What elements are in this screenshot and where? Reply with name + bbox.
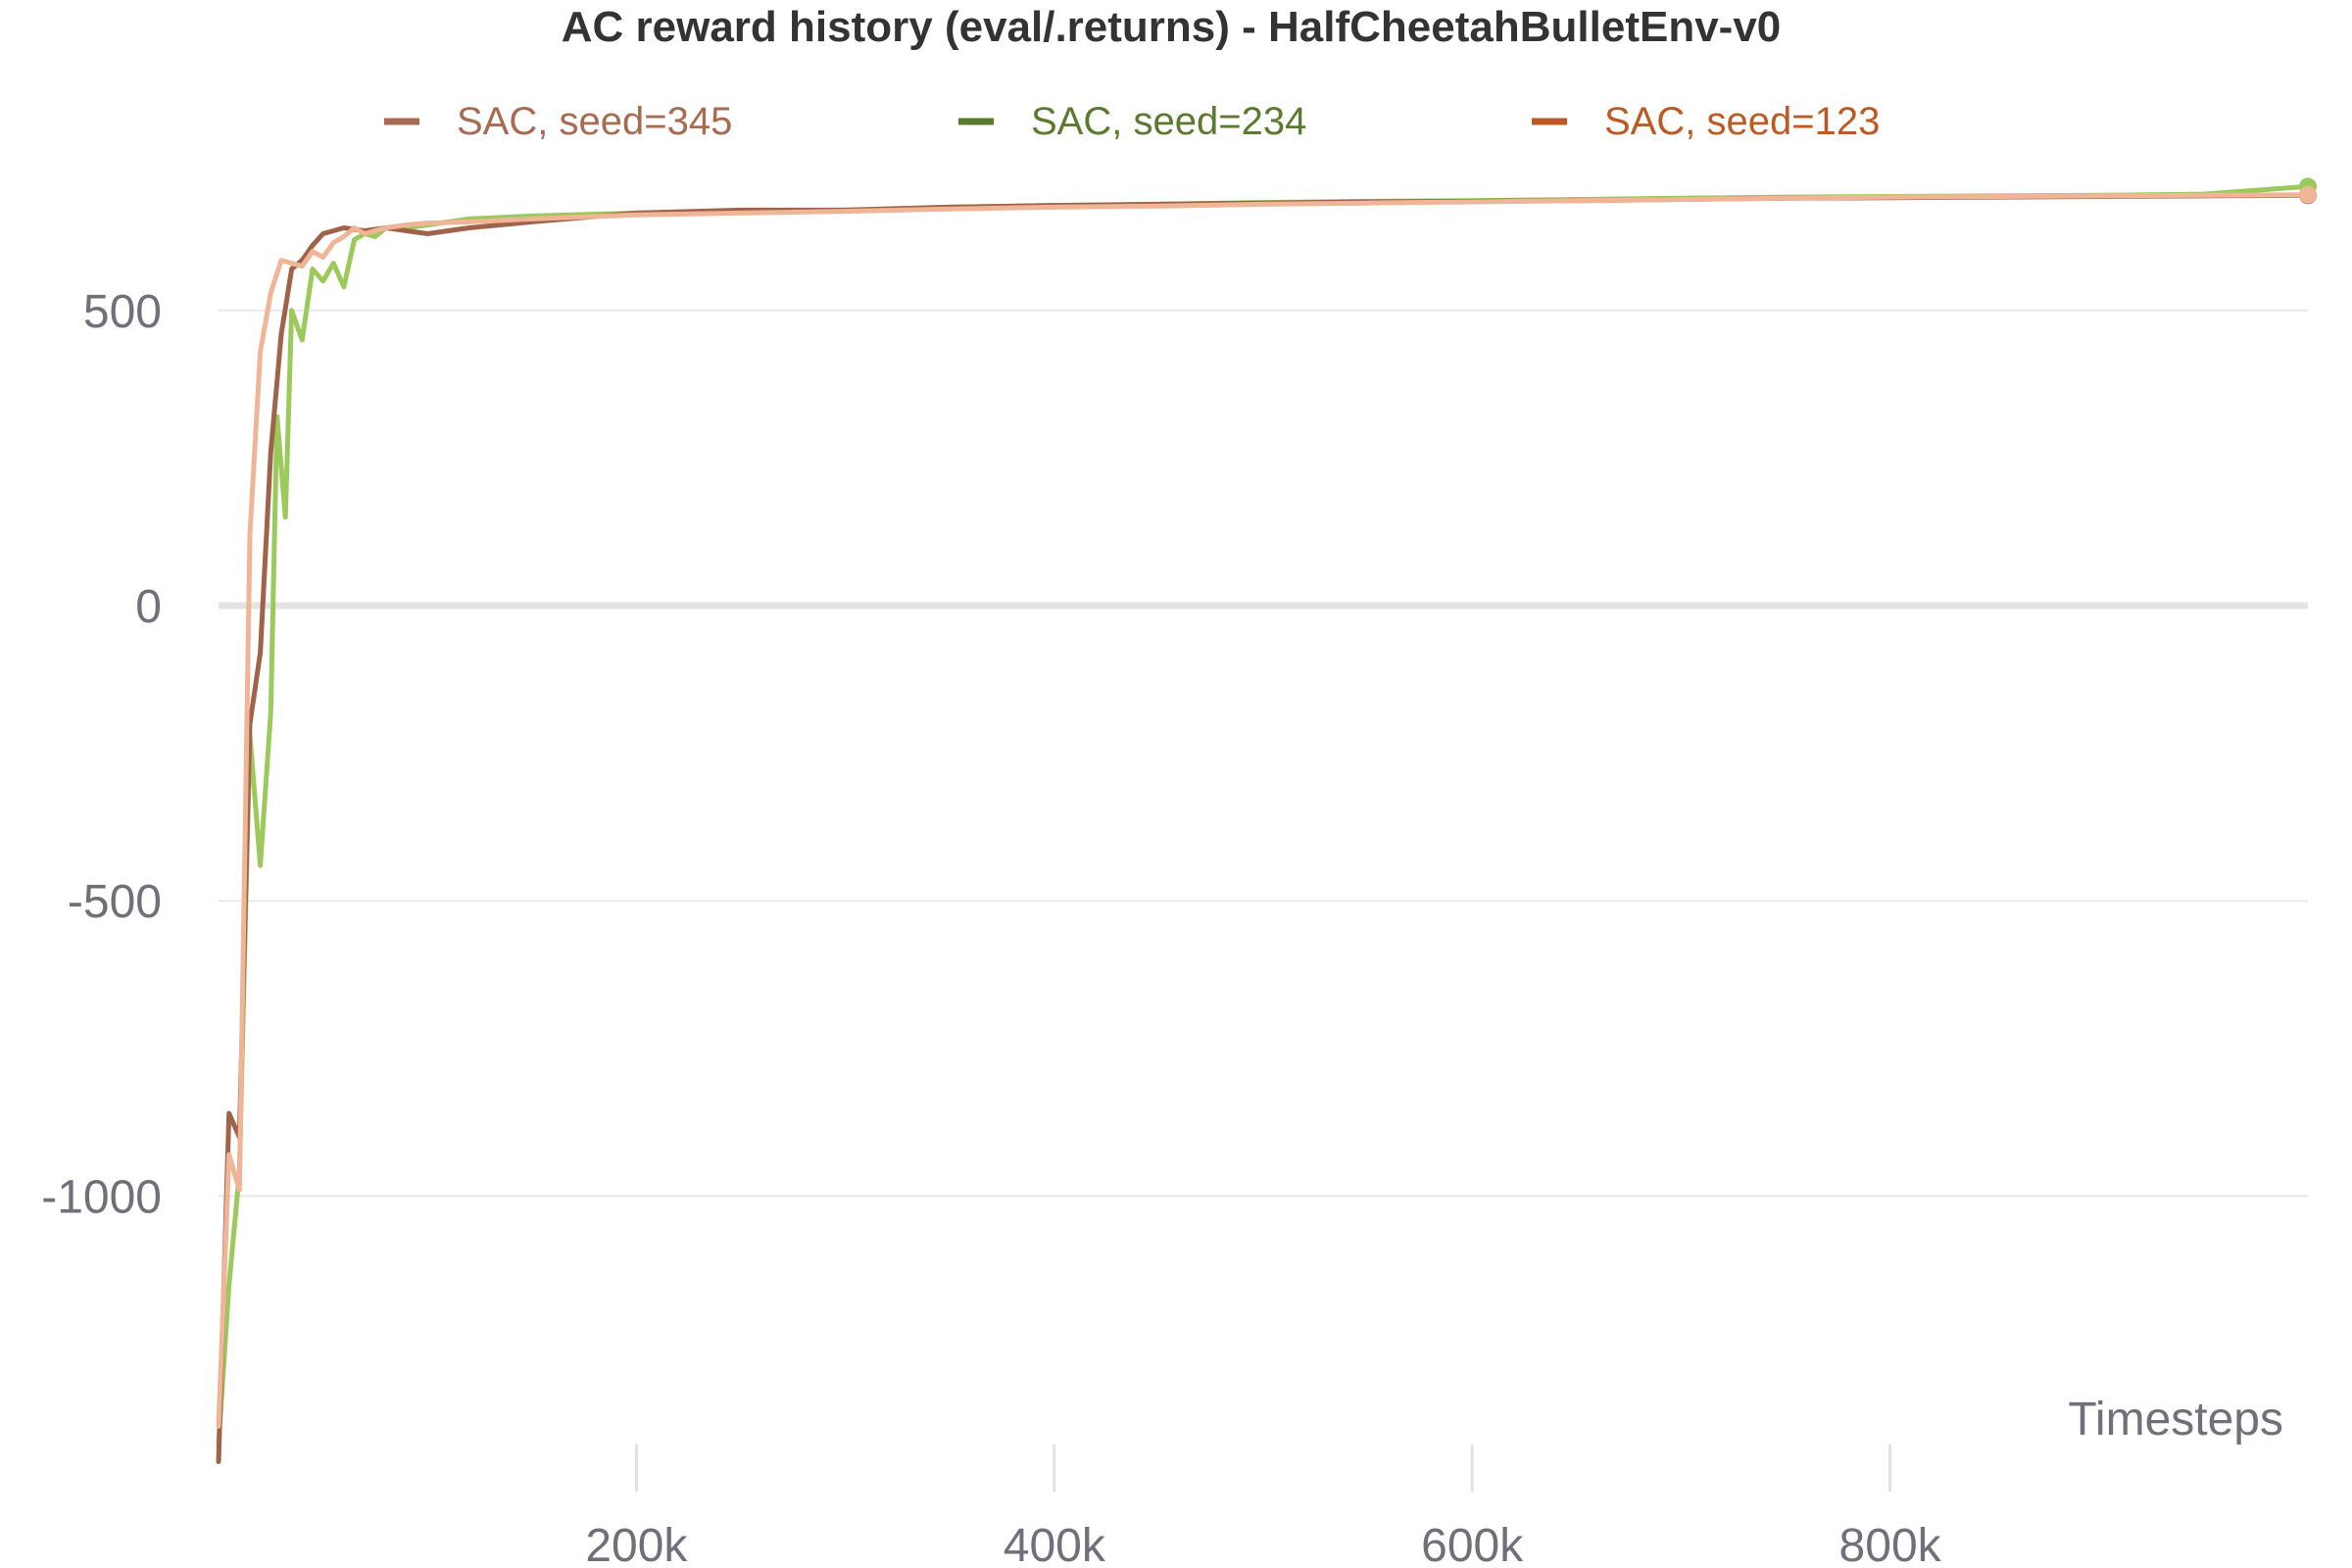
series-line: [216, 192, 2311, 1429]
x-tick-label: 800k: [1839, 1520, 1942, 1568]
plot-area: [216, 177, 2317, 1464]
x-tick-label: 400k: [1004, 1520, 1106, 1568]
y-tick-label: -1000: [41, 1171, 162, 1223]
x-tick-label: 600k: [1421, 1520, 1524, 1568]
x-axis-ticks: 200k 400k 600k 800k: [585, 1445, 1942, 1568]
x-tick-label: 200k: [585, 1520, 688, 1568]
series-line: [216, 192, 2311, 1464]
series-line: [216, 183, 2311, 1446]
y-tick-label: 500: [83, 286, 162, 338]
series-endpoint: [2299, 185, 2317, 204]
x-axis-label: Timesteps: [2068, 1394, 2283, 1446]
legend-label: SAC, seed=234: [1031, 100, 1306, 143]
y-tick-label: -500: [68, 876, 162, 928]
legend: SAC, seed=345 SAC, seed=234 SAC, seed=123: [384, 100, 1880, 143]
grid: [219, 309, 2308, 1198]
legend-label: SAC, seed=123: [1604, 100, 1880, 143]
y-tick-label: 0: [135, 581, 162, 633]
y-axis-ticks: 500 0 -500 -1000: [41, 286, 162, 1224]
chart-title: AC reward history (eval/.returns) - Half…: [562, 3, 1782, 51]
legend-label: SAC, seed=345: [457, 100, 732, 143]
